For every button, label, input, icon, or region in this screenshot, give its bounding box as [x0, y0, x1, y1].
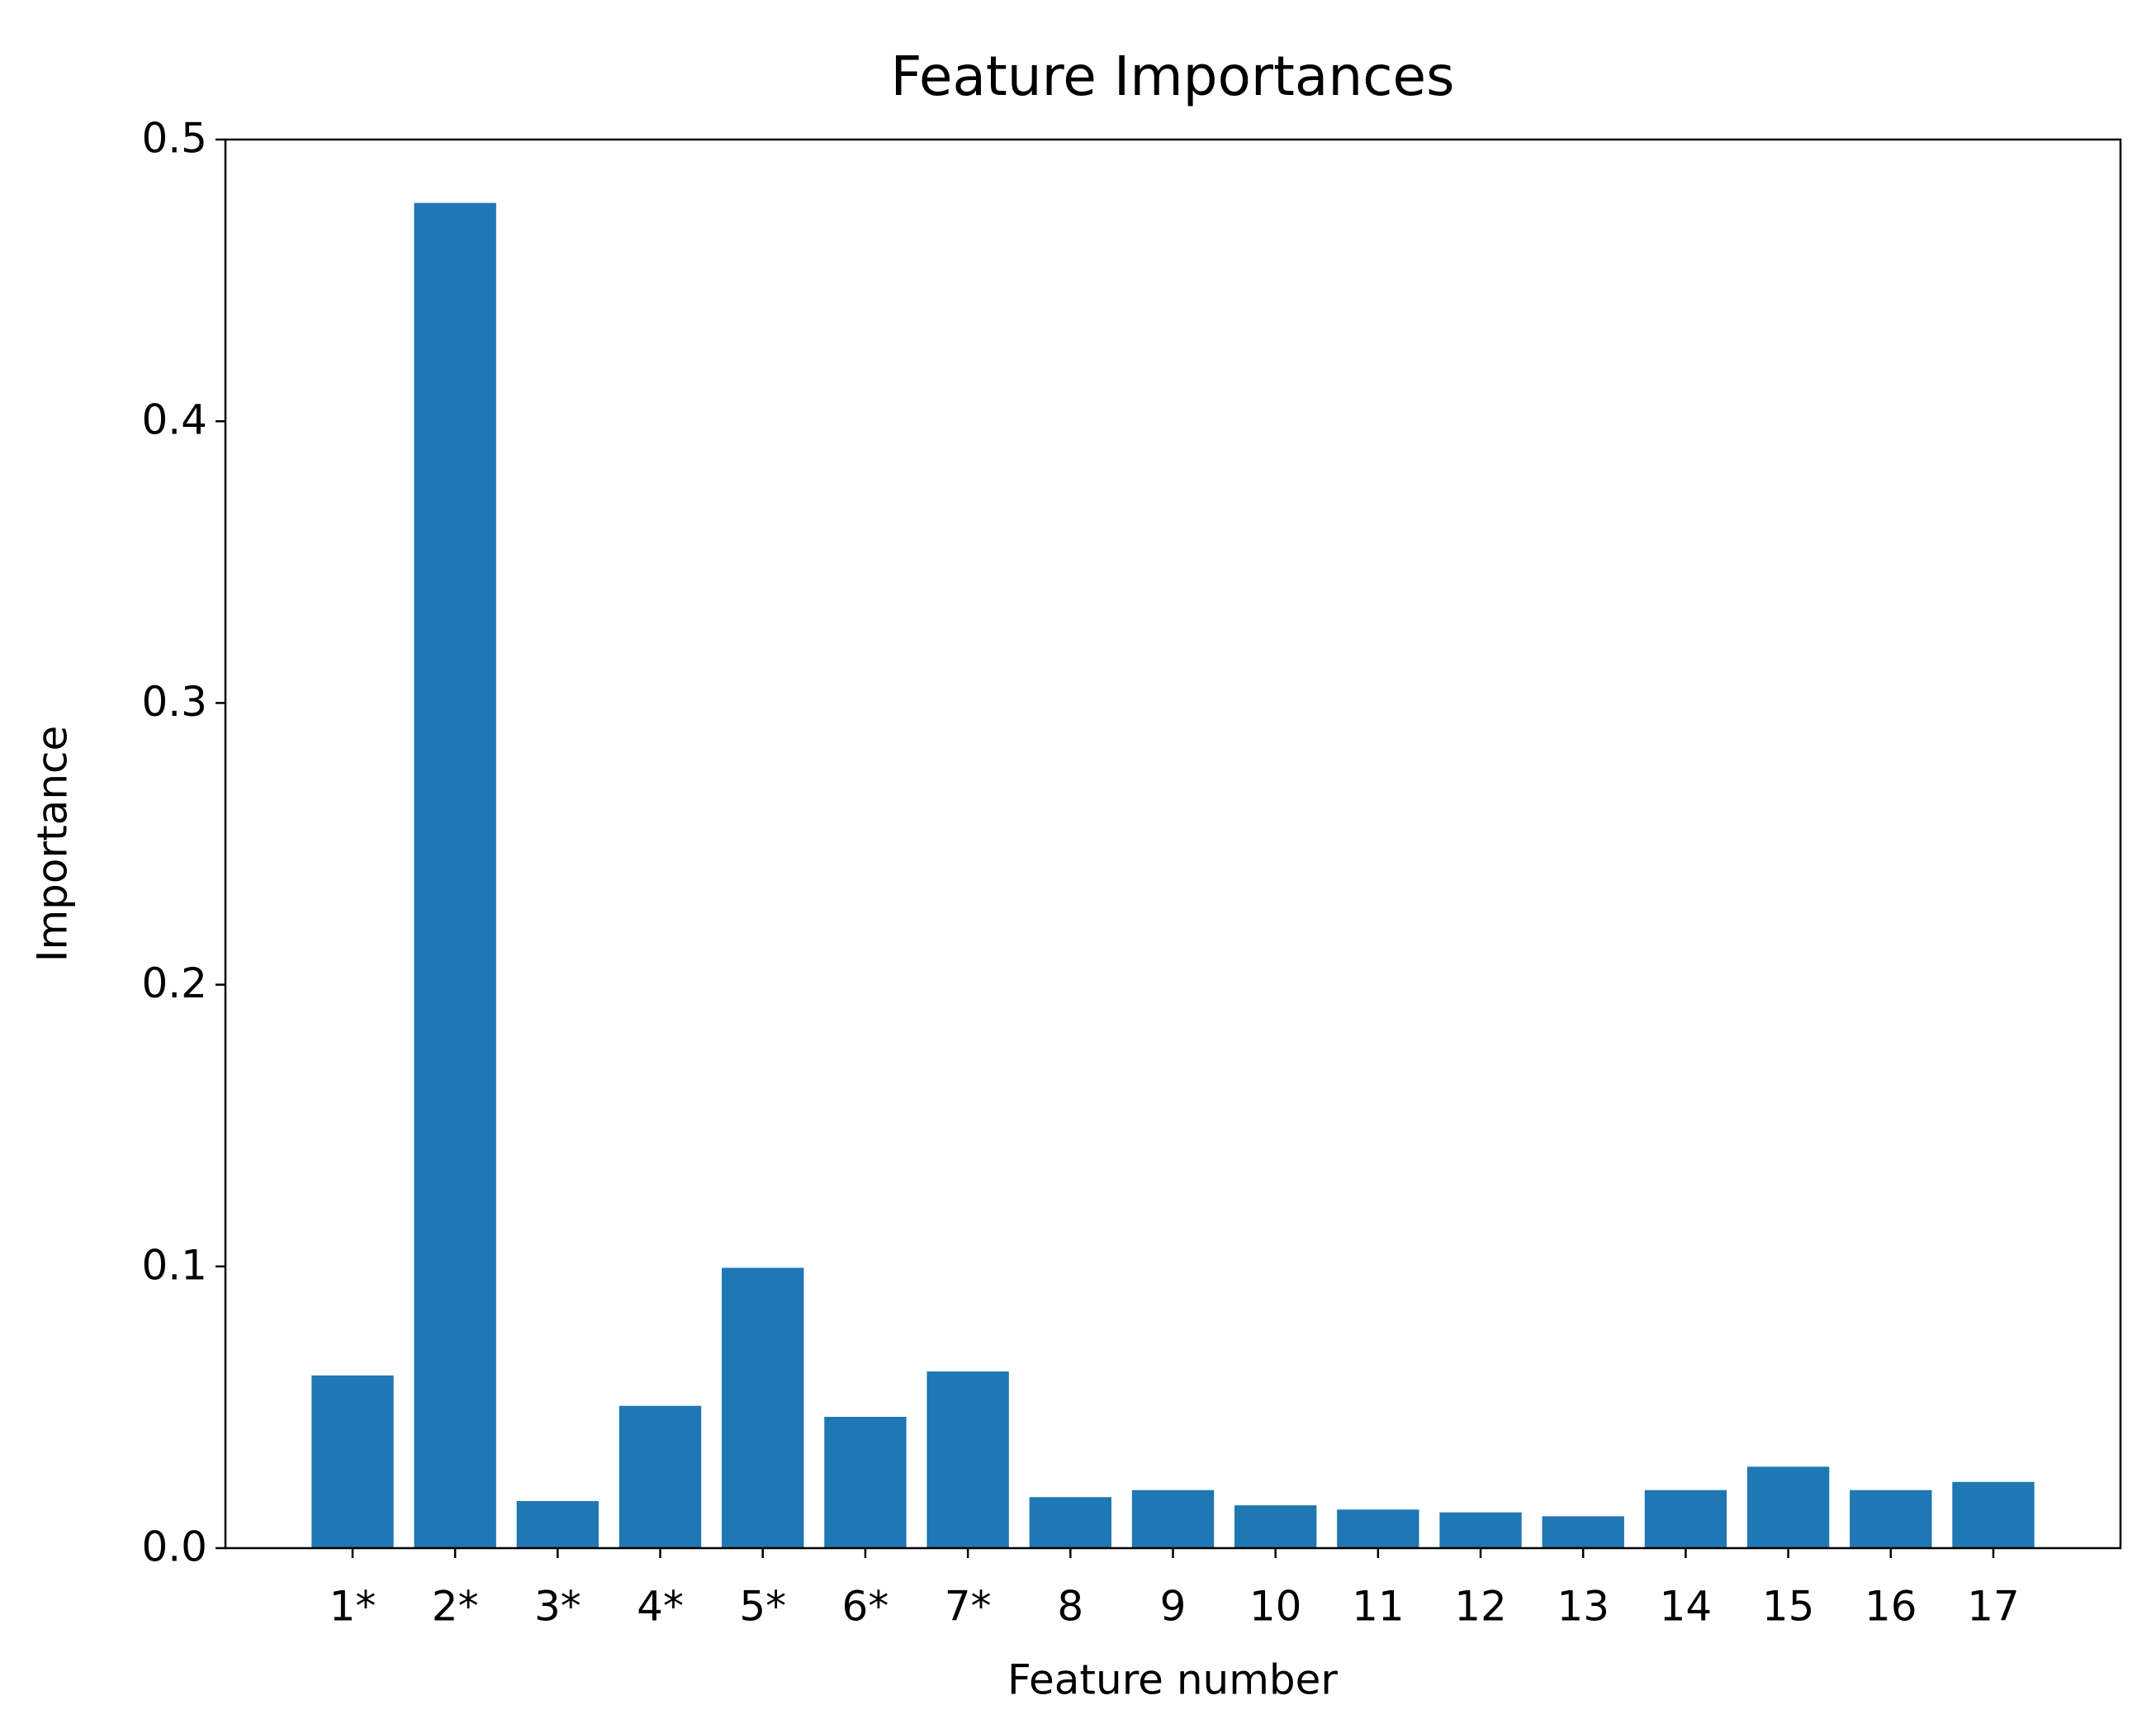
bar — [618, 1405, 702, 1548]
x-tick-label: 9 — [1160, 1583, 1187, 1631]
bar — [1439, 1512, 1522, 1548]
bar — [516, 1501, 599, 1548]
bar — [1952, 1481, 2035, 1548]
bar — [824, 1417, 907, 1548]
x-axis-label: Feature number — [1007, 1656, 1338, 1704]
bar — [722, 1267, 804, 1548]
x-tick-label: 16 — [1865, 1583, 1917, 1631]
y-axis-label: Importance — [29, 726, 77, 963]
bar — [1234, 1505, 1317, 1548]
chart-title: Feature Importances — [891, 45, 1455, 108]
y-tick-label: 0.3 — [141, 678, 207, 726]
x-tick-label: 13 — [1557, 1583, 1609, 1631]
y-tick-label: 0.4 — [141, 396, 207, 444]
y-tick-label: 0.0 — [141, 1523, 207, 1571]
x-tick-label: 14 — [1660, 1583, 1713, 1631]
x-tick-label: 15 — [1762, 1583, 1815, 1631]
x-tick-label: 8 — [1057, 1583, 1083, 1631]
y-tick-label: 0.1 — [141, 1241, 207, 1289]
x-tick-label: 10 — [1249, 1583, 1302, 1631]
y-tick-label: 0.5 — [141, 115, 207, 163]
plot-frame — [224, 138, 2122, 1550]
x-tick-label: 6* — [842, 1583, 889, 1631]
x-tick-label: 12 — [1454, 1583, 1507, 1631]
bar — [1746, 1466, 1830, 1548]
y-tick-label: 0.2 — [141, 959, 207, 1007]
bar — [1542, 1516, 1624, 1548]
x-tick-label: 5* — [739, 1583, 786, 1631]
x-tick-label: 3* — [534, 1583, 581, 1631]
bar — [1029, 1497, 1111, 1548]
bar — [311, 1375, 394, 1548]
x-tick-label: 7* — [945, 1583, 992, 1631]
bar — [1850, 1490, 1932, 1548]
x-tick-label: 4* — [637, 1583, 684, 1631]
x-tick-label: 2* — [432, 1583, 479, 1631]
bar — [414, 202, 496, 1548]
x-tick-label: 17 — [1967, 1583, 2020, 1631]
bar — [1131, 1490, 1215, 1548]
bar — [1644, 1490, 1727, 1548]
x-tick-label: 1* — [329, 1583, 377, 1631]
bar — [926, 1371, 1009, 1548]
x-tick-label: 11 — [1352, 1583, 1405, 1631]
bar — [1337, 1509, 1419, 1548]
